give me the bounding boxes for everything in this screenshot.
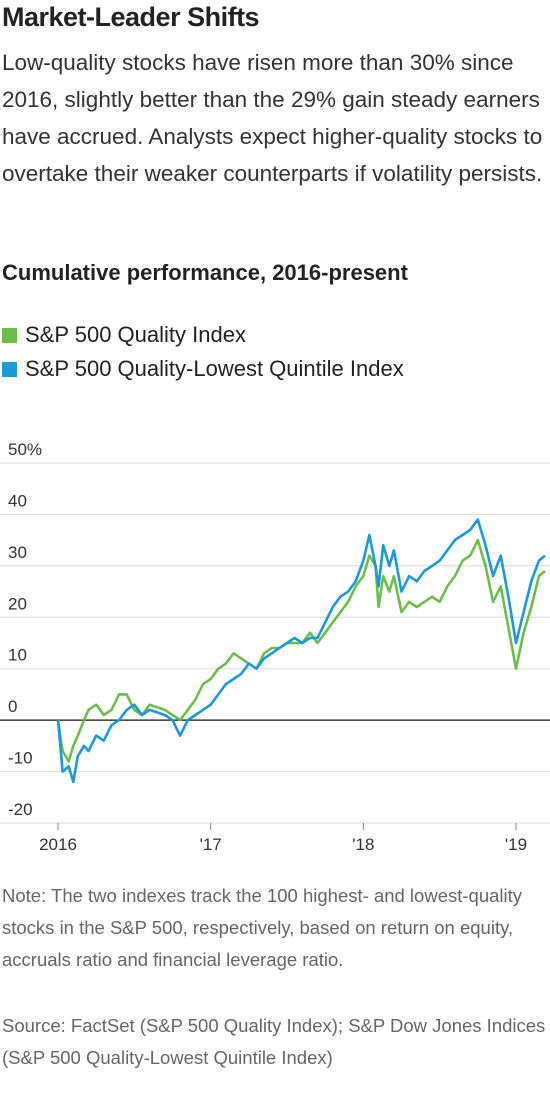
x-tick-label: 2016 [39, 835, 77, 854]
y-tick-label: 30 [8, 543, 27, 562]
series-line [56, 518, 546, 784]
note: Note: The two indexes track the 100 high… [2, 885, 523, 970]
title: Market-Leader Shifts [2, 2, 260, 32]
y-tick-label: -10 [8, 749, 33, 768]
legend-label: S&P 500 Quality-Lowest Quintile Index [25, 356, 404, 381]
x-tick-label: '17 [200, 835, 222, 854]
y-tick-label: 20 [8, 594, 27, 613]
subtitle: Low-quality stocks have risen more than … [2, 50, 543, 186]
x-tick-label: '19 [505, 835, 527, 854]
y-tick-label: 10 [8, 646, 27, 665]
x-tick-label: '18 [352, 835, 374, 854]
legend-item: S&P 500 Quality-Lowest Quintile Index [2, 352, 547, 386]
y-tick-label: -20 [8, 800, 33, 819]
legend-swatch [2, 328, 17, 343]
legend-swatch [2, 362, 17, 377]
y-tick-label: 0 [8, 697, 17, 716]
source: Source: FactSet (S&P 500 Quality Index);… [2, 1015, 546, 1068]
series-line [56, 538, 546, 763]
legend-label: S&P 500 Quality Index [25, 322, 246, 347]
y-tick-label: 40 [8, 491, 27, 510]
legend-item: S&P 500 Quality Index [2, 318, 547, 352]
legend: S&P 500 Quality Index S&P 500 Quality-Low… [2, 318, 547, 386]
y-tick-label: 50% [8, 440, 42, 459]
chart-caption: Cumulative performance, 2016-present [2, 260, 408, 285]
